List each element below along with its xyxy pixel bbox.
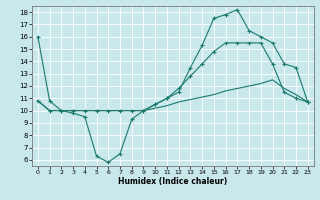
X-axis label: Humidex (Indice chaleur): Humidex (Indice chaleur) [118,177,228,186]
